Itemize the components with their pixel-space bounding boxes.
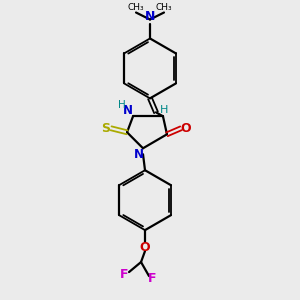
Text: N: N — [123, 104, 133, 117]
Text: F: F — [120, 268, 128, 281]
Text: F: F — [148, 272, 156, 284]
Text: O: O — [181, 122, 191, 135]
Text: H: H — [160, 105, 168, 115]
Text: N: N — [145, 11, 155, 23]
Text: H: H — [118, 100, 126, 110]
Text: S: S — [102, 122, 111, 135]
Text: N: N — [134, 148, 144, 161]
Text: CH₃: CH₃ — [128, 2, 144, 11]
Text: O: O — [140, 241, 150, 254]
Text: CH₃: CH₃ — [156, 2, 172, 11]
